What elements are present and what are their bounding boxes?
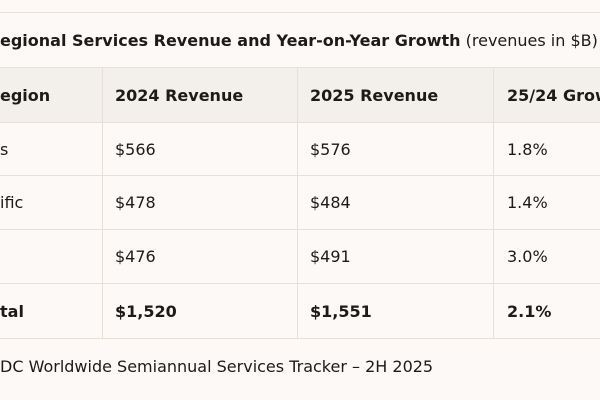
column-header: egion	[0, 86, 51, 105]
title: egional Services Revenue and Year-on-Yea…	[0, 31, 598, 50]
column-header: 2025 Revenue	[310, 86, 439, 105]
value-cell: 3.0%	[507, 247, 548, 266]
source: DC Worldwide Semiannual Services Tracker…	[0, 357, 434, 376]
value-cell: 1.8%	[507, 140, 548, 159]
region-cell: tal	[0, 302, 24, 321]
value-cell: $484	[310, 193, 351, 212]
region-cell: s	[0, 140, 9, 159]
col-line	[102, 68, 103, 339]
value-cell: $476	[115, 247, 156, 266]
row-line	[0, 229, 600, 230]
title-bold: egional Services Revenue and Year-on-Yea…	[0, 31, 461, 50]
row-line	[0, 67, 600, 68]
row-line	[0, 122, 600, 123]
value-cell: $1,551	[310, 302, 372, 321]
value-cell: 1.4%	[507, 193, 548, 212]
value-cell: $478	[115, 193, 156, 212]
col-line	[493, 68, 494, 339]
column-header: 2024 Revenue	[115, 86, 244, 105]
row-line	[0, 283, 600, 284]
value-cell: $1,520	[115, 302, 177, 321]
value-cell: $566	[115, 140, 156, 159]
column-header: 25/24 Grow	[507, 86, 600, 105]
value-cell: $491	[310, 247, 351, 266]
header-row	[0, 68, 600, 122]
value-cell: 2.1%	[507, 302, 552, 321]
row-line	[0, 175, 600, 176]
title-note: (revenues in $B)	[465, 31, 598, 50]
top-border	[0, 12, 600, 13]
region-cell: ific	[0, 193, 24, 212]
row-line	[0, 338, 600, 339]
col-line	[297, 68, 298, 339]
value-cell: $576	[310, 140, 351, 159]
